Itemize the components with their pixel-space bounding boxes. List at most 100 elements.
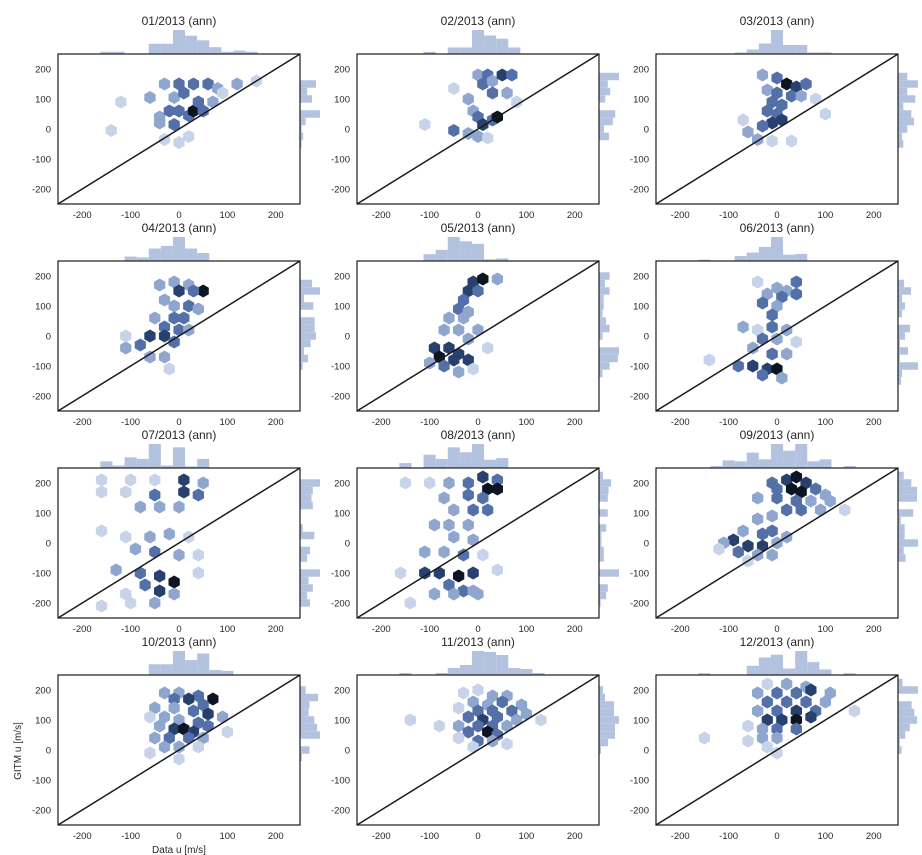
- marginal-x-bar: [148, 664, 161, 675]
- hexbin-cell: [173, 323, 185, 337]
- hexbin-cell: [472, 323, 484, 337]
- marginal-x-bar: [100, 461, 113, 468]
- marginal-x-bar: [734, 461, 747, 468]
- marginal-y-bar: [599, 708, 614, 717]
- marginal-x-bar: [447, 668, 460, 675]
- hexbin-cell: [453, 365, 465, 379]
- marginal-x-bar: [459, 452, 472, 468]
- hexbin-panel: 06/2013 (ann) -200 -100 0 100 200 -200 -100 0 100…: [630, 221, 918, 428]
- hexbin-cell: [766, 95, 778, 109]
- marginal-y-bar: [300, 576, 309, 585]
- marginal-y-bar: [898, 287, 911, 295]
- marginal-y-bar: [300, 486, 313, 495]
- identity-line: [655, 53, 899, 205]
- hexbin-cell: [491, 482, 503, 496]
- marginal-y-bar: [300, 524, 303, 532]
- y-tick-label: 200: [35, 479, 51, 490]
- marginal-y-bar: [898, 80, 918, 88]
- hexbin-cell: [462, 284, 474, 298]
- marginal-x-bar: [233, 50, 246, 54]
- marginal-y-bar: [898, 309, 902, 318]
- marginal-x-bar: [758, 459, 771, 468]
- marginal-y-bar: [599, 72, 619, 81]
- hexbin-cell: [732, 359, 744, 373]
- hexbin-cell: [110, 563, 122, 577]
- y-tick-label: 0: [345, 746, 350, 757]
- hexbin-cell: [819, 107, 831, 121]
- marginal-y-bar: [898, 72, 908, 81]
- hexbin-cell: [747, 359, 759, 373]
- hexbin-cell: [197, 476, 209, 490]
- marginal-x-bar: [484, 259, 497, 261]
- hexbin-cell: [448, 503, 460, 517]
- hexbin-cell: [800, 695, 812, 709]
- marginal-x-bar: [746, 252, 759, 261]
- hexbin-cell: [467, 362, 479, 376]
- marginal-y-bar: [599, 95, 606, 103]
- hexbin-cell: [457, 311, 470, 325]
- marginal-y-bar: [898, 494, 918, 502]
- hexbin-cell: [144, 530, 156, 544]
- hexbin-cell: [506, 68, 518, 82]
- marginal-y-bar: [898, 125, 908, 133]
- x-tick-label: 100: [518, 624, 534, 635]
- marginal-x-bar: [435, 458, 448, 468]
- hexbin-cell: [790, 470, 802, 484]
- hexbin-cell: [158, 329, 171, 343]
- x-tick-label: 200: [866, 210, 882, 221]
- hexbin-cell: [848, 704, 861, 718]
- hexbin-cell: [761, 677, 773, 691]
- x-tick-label: 0: [774, 417, 779, 428]
- y-tick-label: -100: [331, 776, 350, 787]
- marginal-x-bar: [758, 43, 771, 54]
- hexbin-cell: [752, 704, 764, 718]
- marginal-y-bar: [300, 347, 304, 355]
- y-tick-label: -100: [630, 155, 649, 166]
- marginal-y-bar: [300, 287, 320, 295]
- marginal-y-bar: [599, 80, 608, 88]
- hexbin-cell: [192, 740, 204, 754]
- hexbin-cell: [698, 731, 710, 745]
- y-tick-label: 0: [644, 125, 649, 136]
- hexbin-cell: [202, 707, 214, 721]
- hexbin-cell: [486, 74, 499, 88]
- hexbin-cell: [158, 710, 171, 724]
- identity-line: [356, 467, 600, 619]
- hexbin-cell: [482, 725, 494, 739]
- x-tick-label: 100: [219, 417, 235, 428]
- marginal-x-bar: [197, 458, 210, 468]
- hexbin-cell: [482, 503, 494, 517]
- axes-frame: [655, 260, 899, 412]
- hexbin-cell: [824, 686, 836, 700]
- hexbin-cell: [761, 104, 773, 118]
- marginal-x-bar: [160, 245, 173, 261]
- x-tick-label: -200: [372, 624, 391, 635]
- hexbin-cell: [457, 584, 470, 598]
- hexbin-cell: [776, 290, 788, 304]
- x-tick-label: -100: [719, 417, 738, 428]
- marginal-y-bar: [599, 599, 601, 607]
- marginal-x-bar: [471, 444, 485, 468]
- x-tick-label: -100: [121, 624, 140, 635]
- marginal-x-bar: [722, 460, 735, 468]
- x-tick-label: 0: [176, 831, 181, 842]
- hexbin-cell: [756, 527, 769, 541]
- hexbin-cell: [800, 476, 812, 490]
- axes-frame: [57, 467, 301, 619]
- hexbin-panel: 07/2013 (ann) -200 -100 0 100 200 -200 -100 0 100…: [32, 428, 320, 635]
- hexbin-cell: [428, 587, 441, 601]
- y-tick-label: 0: [345, 125, 350, 136]
- marginal-x-bar: [770, 654, 784, 675]
- x-tick-label: -200: [671, 624, 690, 635]
- hexbin-panel: 04/2013 (ann) -200 -100 0 100 200 -200 -100 0 100…: [32, 221, 320, 428]
- hexbin-cell: [192, 548, 204, 562]
- marginal-y-bar: [898, 362, 918, 370]
- hexbin-cell: [134, 338, 146, 352]
- marginal-x-bar: [734, 256, 747, 261]
- hexbin-cell: [163, 731, 175, 745]
- marginal-y-bar: [898, 102, 904, 111]
- hexbin-cell: [771, 281, 783, 295]
- hexbin-cell: [168, 275, 180, 289]
- x-tick-label: 0: [475, 417, 480, 428]
- hexbin-cell: [790, 713, 802, 727]
